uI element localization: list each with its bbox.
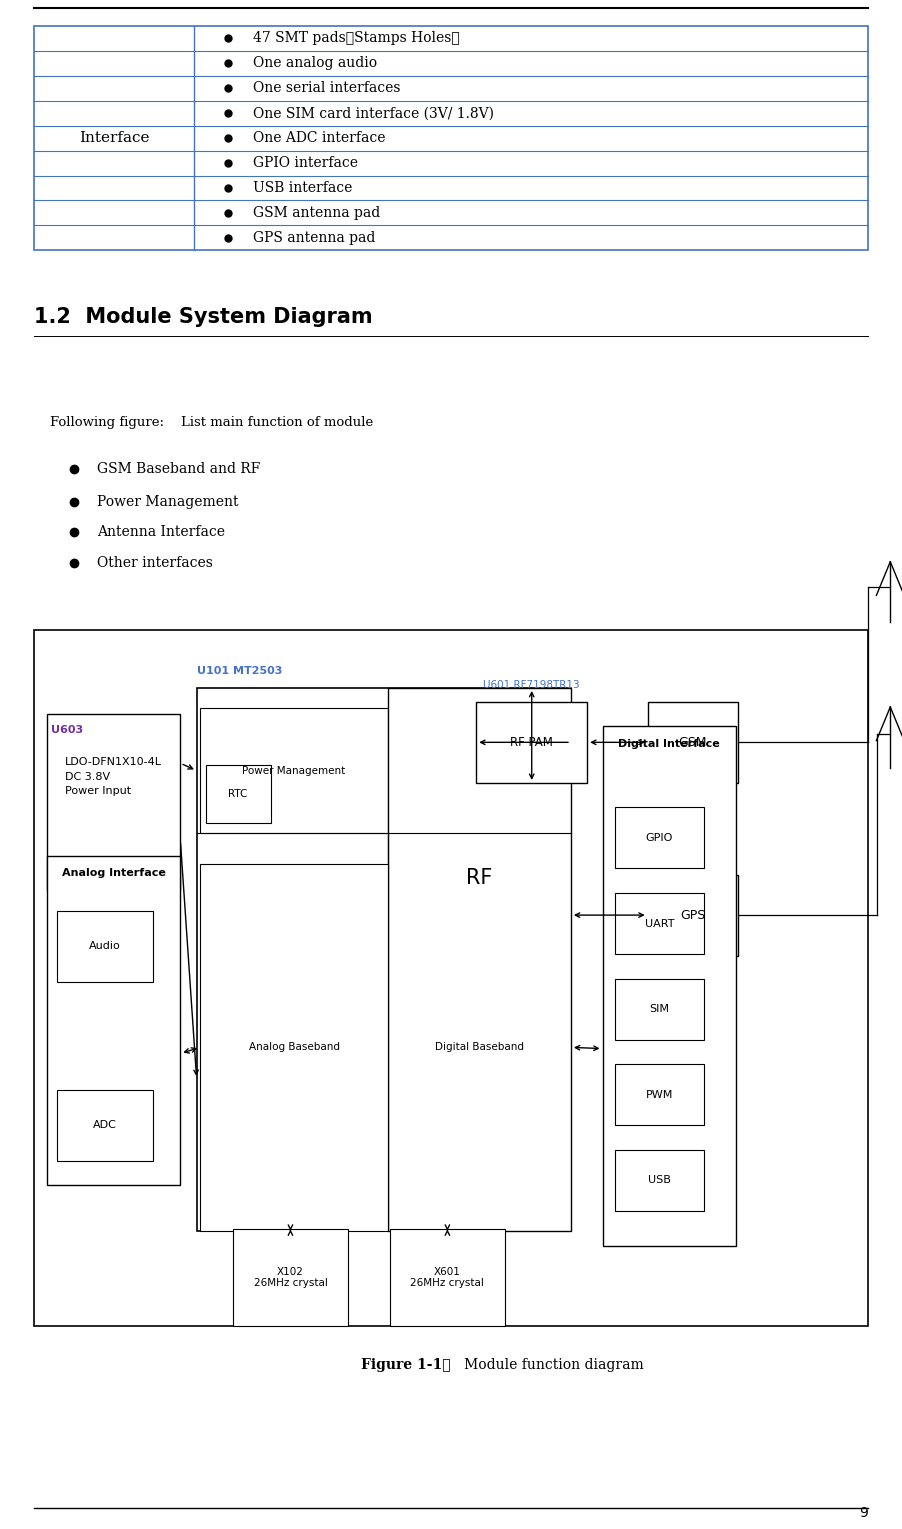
- Text: PWM: PWM: [646, 1090, 673, 1099]
- Bar: [34, 630, 868, 1326]
- Text: GSM antenna pad: GSM antenna pad: [253, 206, 380, 220]
- Text: Other interfaces: Other interfaces: [97, 555, 213, 570]
- Text: Interface: Interface: [78, 131, 150, 145]
- Bar: [194, 200, 868, 225]
- Text: GPIO: GPIO: [646, 833, 673, 842]
- Bar: [233, 1229, 348, 1326]
- Text: U601 RF7198TR13: U601 RF7198TR13: [483, 679, 580, 690]
- Text: Following figure:    List main function of module: Following figure: List main function of …: [50, 416, 373, 428]
- Text: LDO-DFN1X10-4L
DC 3.8V
Power Input: LDO-DFN1X10-4L DC 3.8V Power Input: [65, 757, 162, 797]
- Text: 1.2  Module System Diagram: 1.2 Module System Diagram: [34, 306, 373, 327]
- Bar: [200, 864, 388, 1231]
- Text: GPS: GPS: [680, 908, 705, 922]
- Text: X601
26MHz crystal: X601 26MHz crystal: [410, 1266, 484, 1289]
- Text: Power Management: Power Management: [243, 766, 345, 775]
- Text: Audio: Audio: [89, 942, 121, 951]
- Bar: [615, 979, 704, 1040]
- Text: U603: U603: [51, 725, 84, 735]
- Text: Digital Interface: Digital Interface: [619, 739, 720, 749]
- Text: RF: RF: [466, 868, 492, 888]
- Text: USB interface: USB interface: [253, 180, 352, 196]
- Text: RTC: RTC: [228, 789, 248, 798]
- Bar: [206, 764, 271, 823]
- Text: Figure 1-1：: Figure 1-1：: [362, 1358, 451, 1373]
- Bar: [390, 1229, 505, 1326]
- Bar: [194, 101, 868, 125]
- Text: Analog Interface: Analog Interface: [61, 868, 166, 879]
- Text: GPS antenna pad: GPS antenna pad: [253, 231, 375, 245]
- Bar: [615, 1150, 704, 1211]
- Text: Analog Baseband: Analog Baseband: [249, 1043, 339, 1052]
- Text: One serial interfaces: One serial interfaces: [253, 81, 400, 95]
- Bar: [615, 1064, 704, 1125]
- Bar: [200, 708, 388, 833]
- Bar: [57, 1090, 153, 1161]
- Text: One ADC interface: One ADC interface: [253, 131, 385, 145]
- Text: Module function diagram: Module function diagram: [451, 1358, 644, 1373]
- Text: GSM Baseband and RF: GSM Baseband and RF: [97, 462, 261, 477]
- Text: 9: 9: [859, 1506, 868, 1520]
- Text: One analog audio: One analog audio: [253, 57, 377, 70]
- Text: Power Management: Power Management: [97, 494, 239, 509]
- Text: U101 MT2503: U101 MT2503: [197, 665, 282, 676]
- Text: GPIO interface: GPIO interface: [253, 156, 357, 170]
- Bar: [648, 702, 738, 783]
- Bar: [476, 702, 587, 783]
- Bar: [197, 688, 571, 1231]
- Text: 47 SMT pads（Stamps Holes）: 47 SMT pads（Stamps Holes）: [253, 32, 459, 46]
- Text: USB: USB: [648, 1176, 671, 1185]
- Text: SIM: SIM: [649, 1005, 669, 1014]
- Bar: [34, 26, 868, 251]
- Text: Digital Baseband: Digital Baseband: [435, 1043, 524, 1052]
- Bar: [57, 911, 153, 982]
- Text: X102
26MHz crystal: X102 26MHz crystal: [253, 1266, 327, 1289]
- Bar: [194, 150, 868, 176]
- Bar: [615, 893, 704, 954]
- Text: GSM: GSM: [678, 735, 707, 749]
- Bar: [648, 875, 738, 956]
- Bar: [194, 50, 868, 76]
- Text: ADC: ADC: [93, 1121, 117, 1130]
- Bar: [603, 726, 736, 1246]
- Text: RF PAM: RF PAM: [511, 735, 553, 749]
- Text: Antenna Interface: Antenna Interface: [97, 524, 226, 540]
- Text: One SIM card interface (3V/ 1.8V): One SIM card interface (3V/ 1.8V): [253, 106, 493, 121]
- Bar: [388, 688, 571, 1231]
- Bar: [47, 714, 180, 890]
- Bar: [615, 807, 704, 868]
- Text: UART: UART: [645, 919, 674, 928]
- Bar: [47, 856, 180, 1185]
